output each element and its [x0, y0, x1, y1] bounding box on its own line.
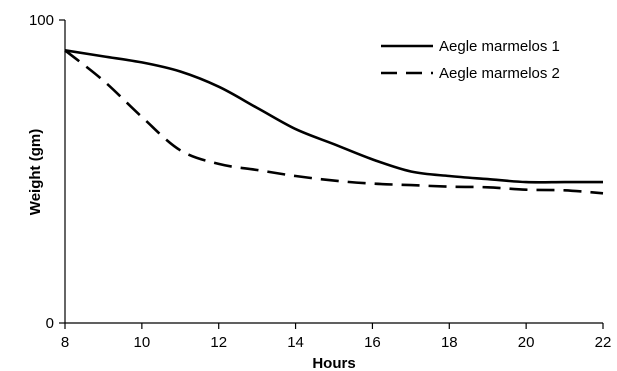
series-group: [64, 49, 604, 195]
series-line-2: [64, 49, 604, 195]
y-tick-label-0: 0: [46, 315, 54, 332]
y-ticks: 0 100: [29, 12, 65, 332]
x-tick-label-10: 10: [134, 334, 151, 351]
y-tick-label-100: 100: [29, 12, 54, 29]
x-tick-label-16: 16: [364, 334, 381, 351]
x-tick-label-14: 14: [287, 334, 304, 351]
series-line-1: [64, 49, 603, 184]
legend-label-series-1: Aegle marmelos 1: [439, 38, 560, 55]
x-tick-label-8: 8: [61, 334, 69, 351]
x-tick-label-20: 20: [518, 334, 535, 351]
x-axis-title: Hours: [312, 355, 355, 371]
legend: Aegle marmelos 1 Aegle marmelos 2: [381, 38, 560, 82]
x-tick-label-18: 18: [441, 334, 458, 351]
legend-label-series-2: Aegle marmelos 2: [439, 65, 560, 82]
x-ticks: 8 10 12 14 16 18 20 22: [61, 323, 612, 351]
x-tick-label-12: 12: [210, 334, 227, 351]
x-tick-label-22: 22: [595, 334, 612, 351]
plot-area: 8 10 12 14 16 18 20 22 0 100: [29, 12, 611, 351]
y-axis-title: Weight (gm): [27, 129, 44, 215]
